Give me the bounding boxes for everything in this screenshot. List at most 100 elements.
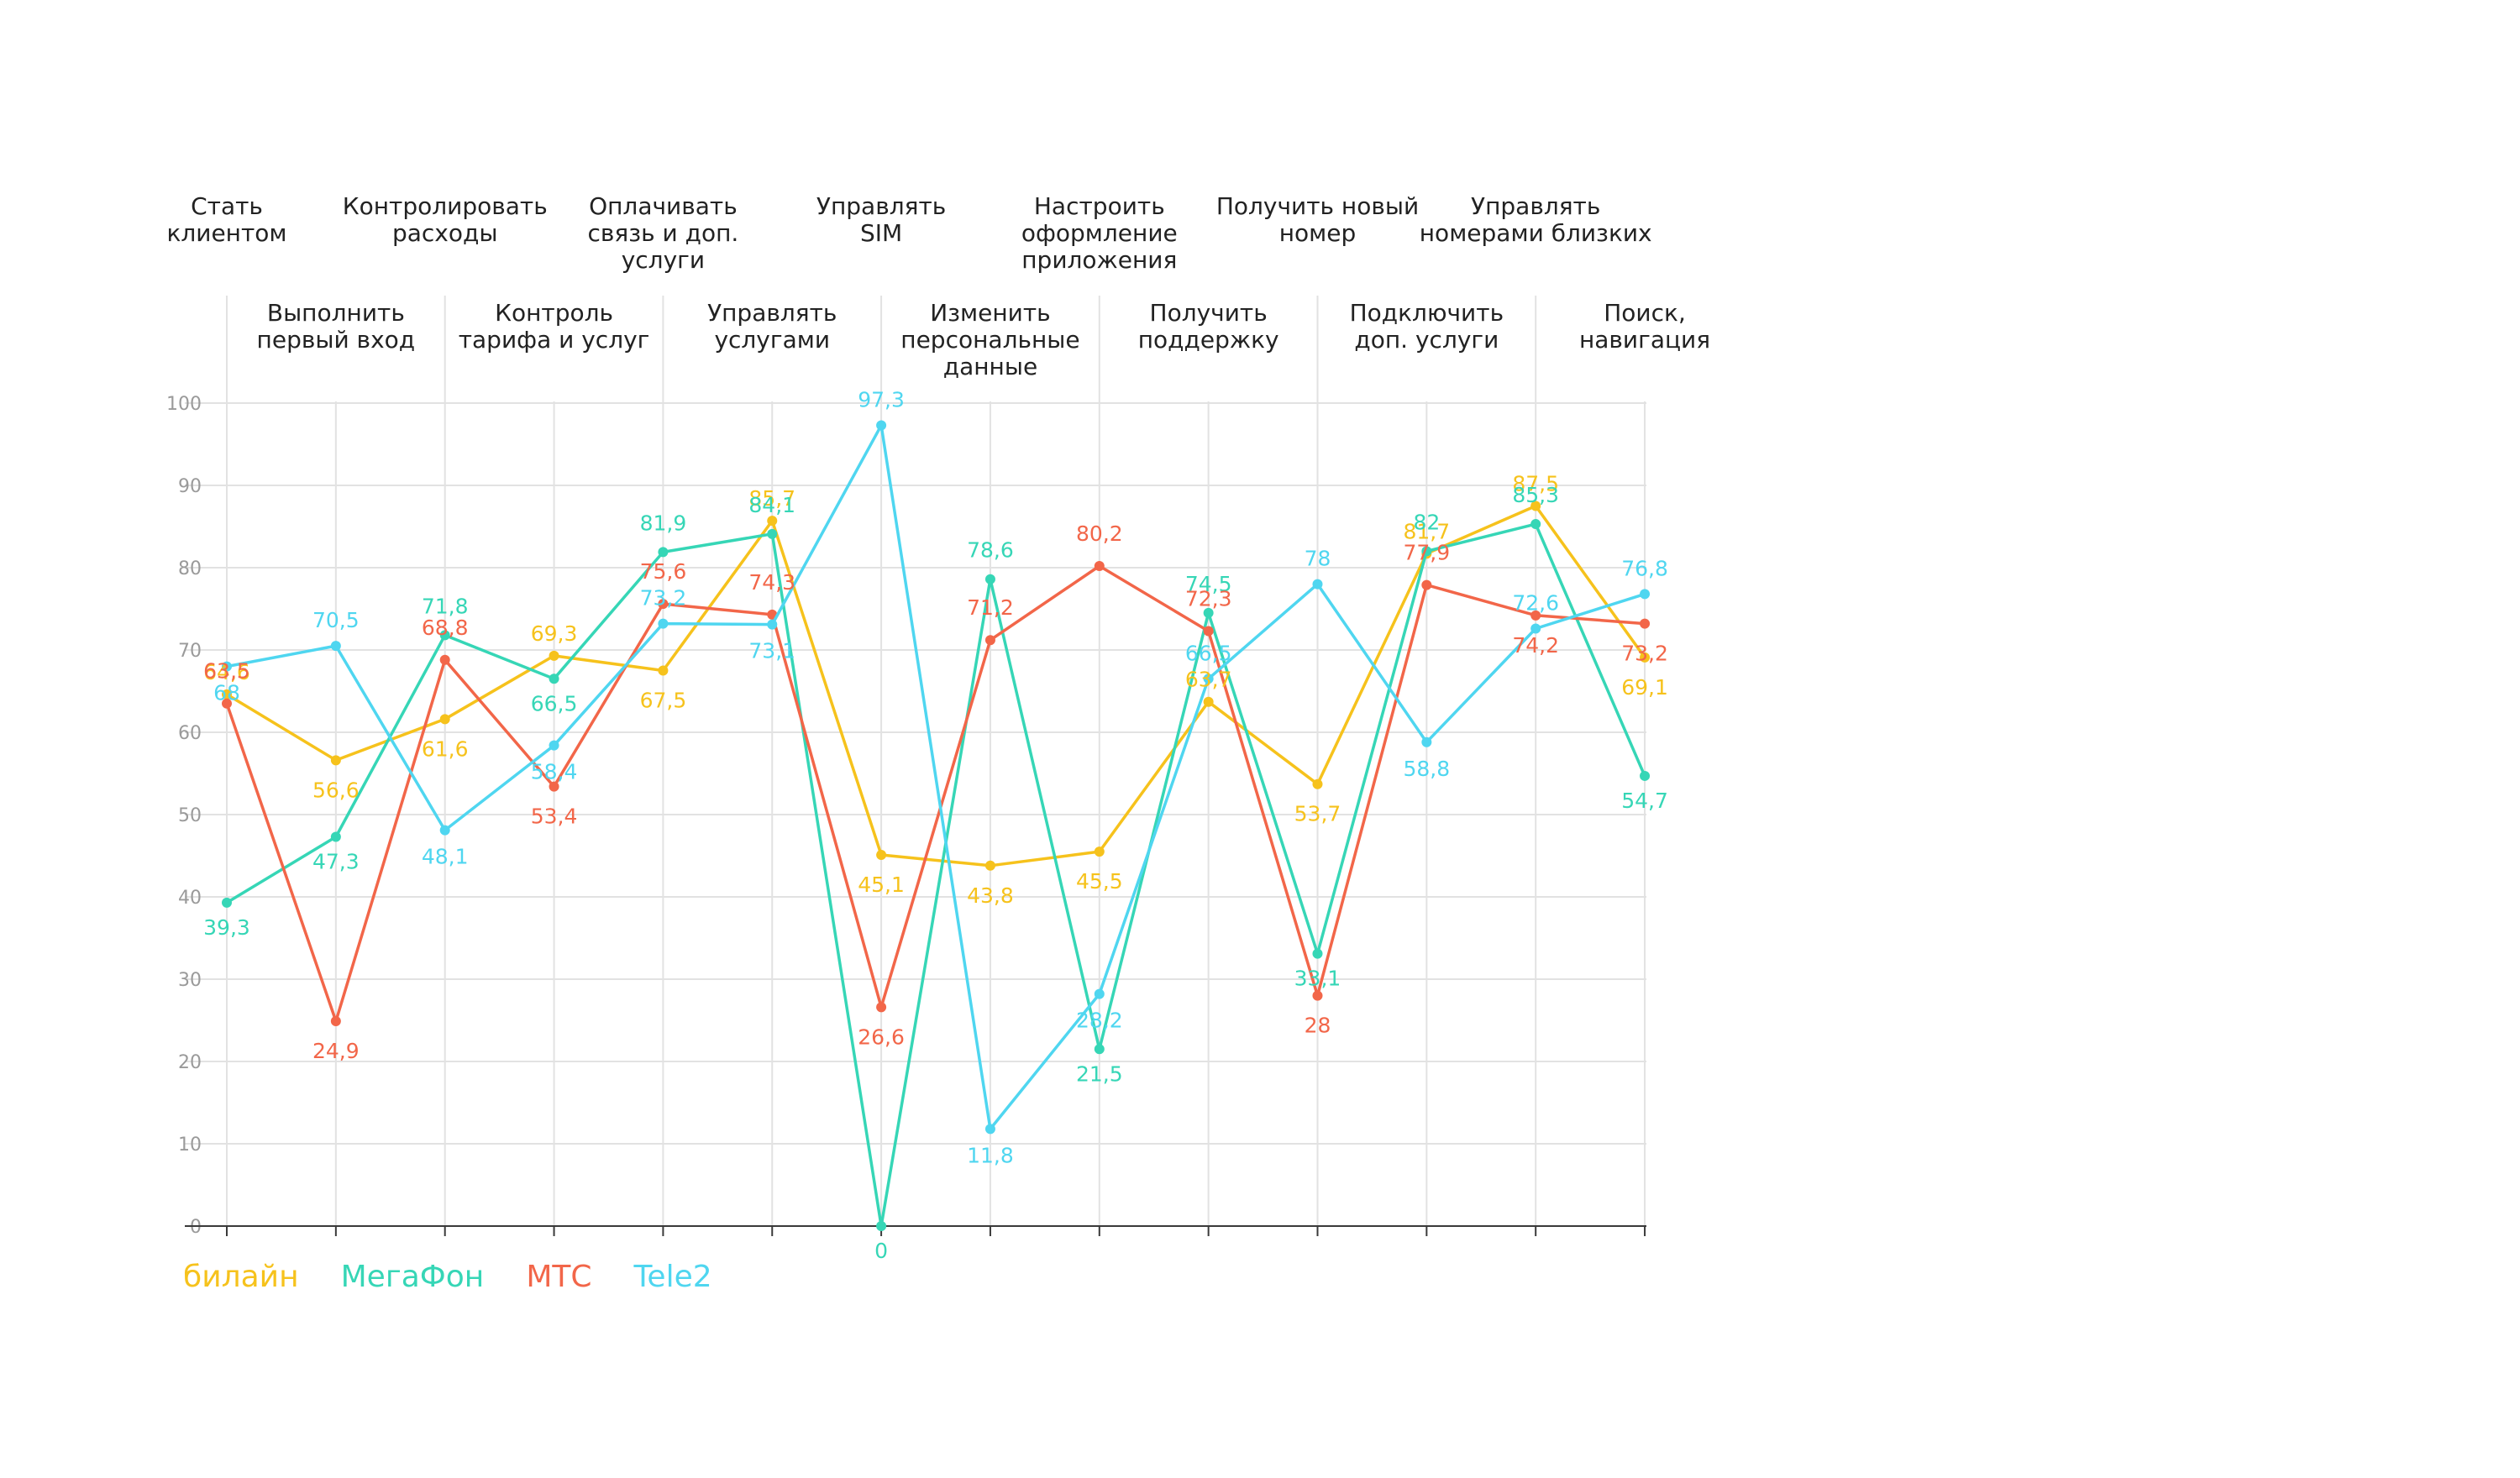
data-point xyxy=(1203,673,1214,684)
data-label: 78 xyxy=(1305,547,1331,571)
category-label-line: Стать xyxy=(191,192,263,220)
category-label-line: персональные xyxy=(900,326,1079,354)
data-label: 73,2 xyxy=(640,586,687,611)
data-label: 71,8 xyxy=(422,594,469,618)
data-point xyxy=(1421,736,1432,747)
data-label: 75,6 xyxy=(640,559,687,584)
category-label: Управлять услугами xyxy=(707,299,837,354)
data-label: 54,7 xyxy=(1621,789,1668,813)
data-point xyxy=(1094,988,1105,999)
legend-item: билайн xyxy=(183,1260,299,1294)
data-point xyxy=(658,547,669,558)
category-label-line: Выполнить xyxy=(267,299,405,327)
data-label: 48,1 xyxy=(422,845,469,869)
category-label-line: Управлять xyxy=(1471,192,1600,220)
data-point xyxy=(1640,589,1651,600)
data-label: 67,5 xyxy=(640,689,687,713)
data-label: 72,6 xyxy=(1512,591,1559,616)
series-line xyxy=(225,564,1646,1023)
data-point xyxy=(1203,626,1214,637)
data-label: 39,3 xyxy=(203,915,250,940)
data-point xyxy=(876,1221,887,1231)
data-label: 68 xyxy=(213,681,240,705)
data-point xyxy=(1640,770,1651,781)
y-tick-label: 60 xyxy=(178,723,202,744)
data-label: 72,3 xyxy=(1185,586,1232,611)
data-point xyxy=(222,698,232,709)
data-label: 43,8 xyxy=(967,883,1014,908)
data-label: 28 xyxy=(1305,1014,1331,1038)
legend-item: МегаФон xyxy=(341,1260,485,1294)
series-line xyxy=(226,504,1646,867)
category-label: Настроить оформление приложения xyxy=(1021,192,1178,274)
category-label: Управлять номерами близких xyxy=(1420,192,1652,247)
data-point xyxy=(1530,623,1541,634)
data-label: 33,1 xyxy=(1294,967,1341,991)
data-label: 78,6 xyxy=(967,538,1014,563)
data-label: 28,2 xyxy=(1076,1009,1123,1033)
category-label-line: Изменить xyxy=(930,299,1051,327)
data-label: 66,5 xyxy=(531,691,578,715)
data-label: 26,6 xyxy=(858,1025,905,1049)
category-label-line: Подключить xyxy=(1350,299,1504,327)
data-label: 87,5 xyxy=(1512,472,1559,496)
y-tick-label: 20 xyxy=(178,1052,202,1073)
category-label-line: Настроить xyxy=(1034,192,1165,220)
data-point xyxy=(222,897,232,908)
data-point xyxy=(767,528,778,539)
data-point xyxy=(439,654,450,665)
data-label: 73,1 xyxy=(748,639,795,663)
data-label: 73,2 xyxy=(1621,642,1668,666)
category-label-line: Контролировать xyxy=(343,192,548,220)
data-label: 21,5 xyxy=(1076,1061,1123,1086)
category-label-line: клиентом xyxy=(166,219,286,247)
series-lines xyxy=(222,420,1651,1231)
data-label: 74,3 xyxy=(748,570,795,595)
category-label-line: Получить новый xyxy=(1216,192,1419,220)
category-label-line: Управлять xyxy=(816,192,946,220)
data-point xyxy=(1312,778,1323,789)
data-label: 71,2 xyxy=(967,595,1014,620)
data-point xyxy=(1203,696,1214,707)
data-point xyxy=(549,740,559,751)
y-tick-label: 90 xyxy=(178,476,202,497)
data-point xyxy=(549,781,559,792)
data-label: 70,5 xyxy=(312,608,360,632)
data-label: 45,1 xyxy=(858,873,905,897)
y-tick-label: 0 xyxy=(190,1217,202,1238)
data-point xyxy=(439,630,450,641)
category-label-line: навигация xyxy=(1579,326,1710,354)
data-point xyxy=(1530,501,1541,511)
data-point xyxy=(1203,607,1214,618)
category-label-line: номерами близких xyxy=(1420,219,1652,247)
data-point xyxy=(330,831,341,842)
category-label-line: тарифа и услуг xyxy=(459,326,650,354)
category-label: Оплачивать связь и доп. услуги xyxy=(587,192,738,274)
category-label-line: Управлять xyxy=(707,299,837,327)
category-label: Стать клиентом xyxy=(166,192,286,247)
data-point xyxy=(549,650,559,661)
legend-item: МТС xyxy=(526,1260,591,1294)
data-label: 69,3 xyxy=(531,621,578,646)
data-label: 76,8 xyxy=(1621,556,1668,580)
data-point xyxy=(1530,519,1541,530)
category-label-line: Оплачивать xyxy=(589,192,738,220)
category-gridlines xyxy=(226,296,1646,1236)
data-label: 85,7 xyxy=(748,486,795,511)
data-point xyxy=(1640,652,1651,663)
category-label: Получить новый номер xyxy=(1216,192,1419,247)
y-tick-label: 80 xyxy=(178,558,202,579)
gridlines xyxy=(185,402,1646,1145)
data-point xyxy=(658,618,669,629)
data-point xyxy=(876,420,887,431)
data-label: 74,5 xyxy=(1185,572,1232,596)
y-tick-label: 40 xyxy=(178,888,202,909)
series-line xyxy=(226,522,1646,1228)
data-point xyxy=(984,574,995,584)
data-point xyxy=(1421,546,1432,557)
data-label: 66,5 xyxy=(1185,641,1232,665)
data-label: 81,7 xyxy=(1404,519,1451,543)
data-label: 0 xyxy=(874,1239,888,1263)
y-axis-ticks: 0 10 20 30 40 50 60 70 80 90 100 xyxy=(166,394,202,1238)
